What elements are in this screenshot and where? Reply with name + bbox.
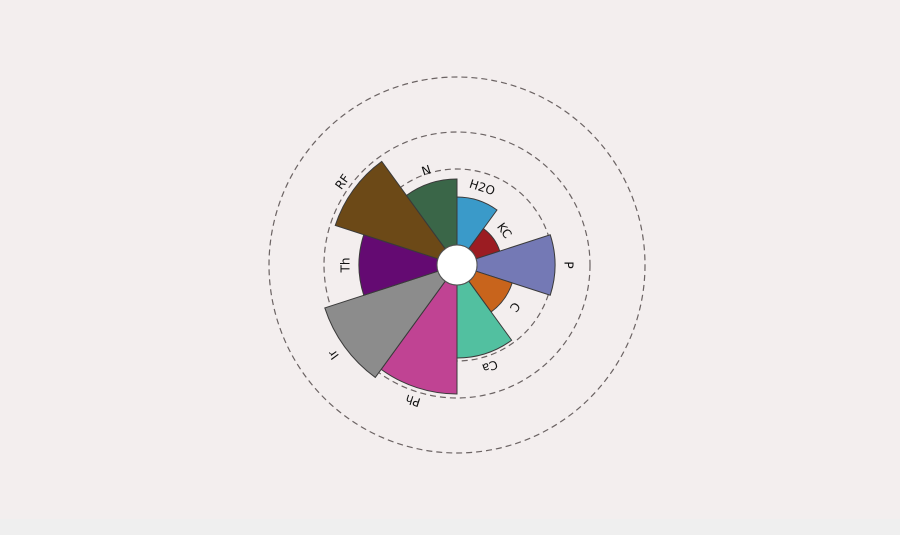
- label-ir: Ir: [325, 347, 341, 362]
- bars: [324, 160, 556, 395]
- label-th: Th: [339, 258, 353, 274]
- category-labels: H2O KC P C Ca Ph Ir Th RF N: [325, 162, 575, 409]
- label-ph: Ph: [404, 392, 422, 410]
- label-ca: Ca: [480, 357, 499, 375]
- label-p: P: [562, 261, 576, 268]
- label-c: C: [507, 300, 523, 315]
- label-rf: RF: [332, 171, 352, 192]
- grid-ring-1: [323, 131, 591, 399]
- center-hole: [436, 244, 478, 286]
- label-kc: KC: [494, 220, 514, 241]
- label-n: N: [420, 162, 433, 178]
- grid-ring-2: [268, 76, 646, 454]
- bottom-strip: [0, 519, 900, 535]
- label-h2o: H2O: [468, 177, 497, 198]
